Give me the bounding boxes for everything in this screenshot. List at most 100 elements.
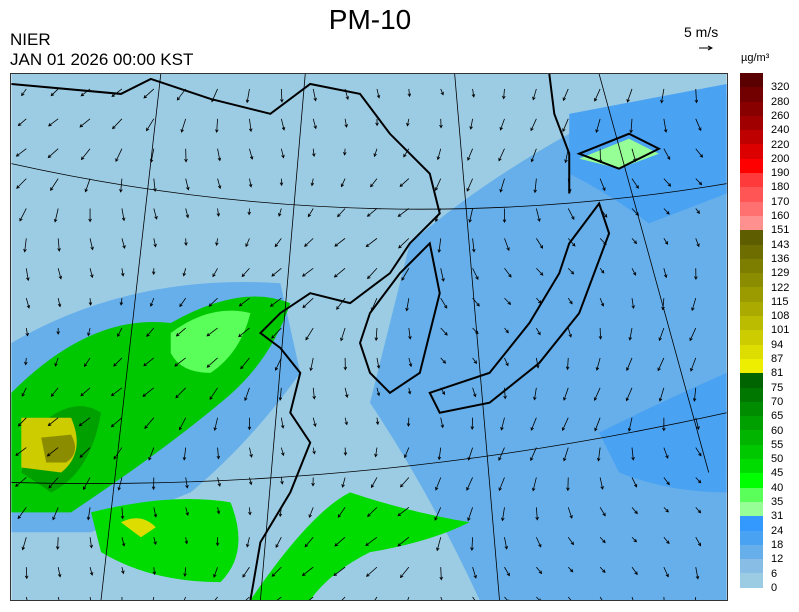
legend-swatch [740, 258, 763, 274]
wind-arrow [301, 566, 314, 577]
wind-arrow [599, 178, 606, 192]
wind-arrow [146, 118, 155, 132]
legend-label: 55 [771, 438, 784, 451]
wind-arrow [206, 327, 218, 337]
wind-arrow [304, 536, 314, 548]
wind-arrow [175, 387, 186, 399]
wind-arrow [466, 477, 473, 491]
wind-arrow [472, 268, 479, 280]
wind-arrow [695, 477, 702, 484]
wind-arrow [470, 537, 474, 552]
wind-arrow [367, 507, 378, 517]
wind-arrow [215, 118, 219, 134]
wind-arrow [309, 357, 314, 372]
wind-arrow [598, 148, 603, 164]
wind-arrow [280, 88, 284, 103]
wind-arrow [695, 447, 702, 457]
wind-arrow [467, 148, 473, 161]
legend-swatch [740, 287, 763, 302]
wind-arrow [504, 537, 509, 550]
wind-arrow [502, 208, 507, 224]
wind-arrow [567, 596, 572, 600]
wind-arrow [57, 596, 60, 600]
wind-arrow [80, 387, 91, 397]
legend-swatch [740, 144, 763, 159]
legend-swatch [740, 459, 763, 474]
wind-arrow [689, 327, 697, 342]
wind-arrow [467, 447, 473, 461]
wind-arrow [691, 298, 697, 312]
wind-arrow [143, 357, 155, 367]
legend-swatch [740, 501, 763, 517]
legend-swatch [740, 301, 763, 317]
wind-arrow [593, 387, 601, 402]
wind-arrow [567, 507, 573, 519]
wind-arrow [121, 597, 123, 600]
legend-swatch [740, 87, 763, 102]
wind-arrow [499, 178, 505, 193]
wind-arrow [152, 596, 155, 600]
wind-arrow [504, 596, 510, 600]
wind-arrow [183, 567, 187, 577]
wind-arrow [500, 417, 505, 431]
wind-arrow [336, 297, 346, 310]
wind-arrow [179, 297, 187, 308]
wind-arrow [397, 507, 410, 517]
wind-arrow [280, 148, 285, 159]
wind-arrow [80, 88, 91, 97]
wind-arrow [498, 447, 505, 461]
wind-arrow [472, 387, 477, 398]
wind-arrow [89, 537, 93, 549]
legend-swatch [740, 330, 763, 345]
wind-arrow [631, 447, 635, 461]
wind-arrow [248, 118, 253, 133]
wind-arrow [48, 477, 59, 489]
wind-arrow [472, 327, 479, 335]
wind-arrow [472, 238, 476, 253]
wind-arrow [341, 477, 346, 488]
wind-arrow [374, 596, 378, 600]
wind-arrow [110, 417, 123, 428]
wind-arrow [662, 417, 666, 432]
legend-swatch [740, 316, 763, 331]
wind-arrow [375, 118, 379, 127]
wind-arrow [337, 208, 346, 218]
legend-label: 136 [771, 252, 790, 265]
wind-arrow [334, 238, 346, 247]
wind-arrow [111, 88, 123, 97]
wind-arrow [397, 208, 410, 217]
wind-arrow [690, 357, 697, 372]
wind-arrow [562, 88, 569, 102]
wind-arrow [695, 417, 700, 430]
wind-arrow [15, 477, 27, 487]
wind-arrow [206, 357, 218, 368]
legend-swatch [740, 230, 763, 245]
wind-arrow [274, 238, 282, 248]
wind-arrow [472, 596, 476, 600]
wind-arrow [435, 477, 442, 491]
wind-arrow [344, 88, 350, 101]
wind-arrow [209, 387, 218, 401]
wind-arrow [631, 178, 639, 189]
legend-label: 108 [771, 310, 790, 323]
legend-label: 50 [771, 453, 784, 466]
wind-arrow [47, 417, 59, 427]
wind-arrow [532, 88, 537, 101]
wind-arrow [366, 208, 378, 217]
wind-arrow [245, 238, 250, 248]
wind-arrow [625, 387, 633, 402]
legend-label: 320 [771, 81, 790, 94]
wind-arrow [280, 447, 285, 457]
wind-arrow [599, 536, 606, 544]
legend-swatch [740, 73, 763, 88]
wind-arrow [440, 596, 443, 600]
wind-arrow [536, 267, 544, 276]
wind-arrow [694, 268, 698, 281]
wind-arrow [53, 208, 59, 223]
wind-arrow [240, 357, 250, 370]
legend-swatch [740, 244, 763, 259]
wind-arrow [278, 507, 283, 518]
wind-arrow [23, 238, 27, 253]
wind-arrow [376, 357, 381, 369]
wind-arrow [216, 208, 221, 217]
